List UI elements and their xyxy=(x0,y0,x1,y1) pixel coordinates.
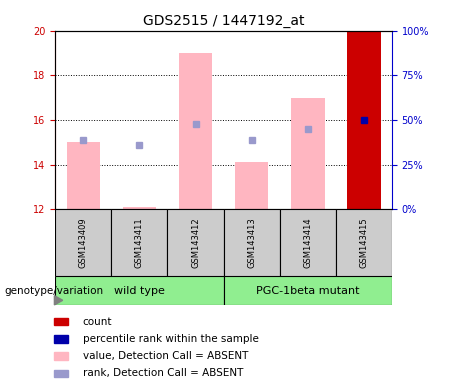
Bar xyxy=(54,335,68,343)
Bar xyxy=(112,209,167,276)
Text: genotype/variation: genotype/variation xyxy=(5,286,104,296)
Bar xyxy=(54,318,68,326)
Text: GSM143415: GSM143415 xyxy=(359,218,368,268)
Text: count: count xyxy=(83,317,112,327)
Bar xyxy=(66,142,100,209)
Bar xyxy=(123,207,156,209)
Text: value, Detection Call = ABSENT: value, Detection Call = ABSENT xyxy=(83,351,248,361)
Bar xyxy=(54,369,68,377)
Title: GDS2515 / 1447192_at: GDS2515 / 1447192_at xyxy=(143,14,304,28)
Text: percentile rank within the sample: percentile rank within the sample xyxy=(83,334,259,344)
Text: rank, Detection Call = ABSENT: rank, Detection Call = ABSENT xyxy=(83,368,243,378)
Bar xyxy=(235,162,268,209)
Polygon shape xyxy=(54,296,63,305)
Bar xyxy=(336,209,392,276)
Text: wild type: wild type xyxy=(114,286,165,296)
Bar xyxy=(167,209,224,276)
Bar xyxy=(224,209,280,276)
Bar xyxy=(55,276,224,305)
Bar xyxy=(280,209,336,276)
Bar xyxy=(291,98,325,209)
Text: GSM143412: GSM143412 xyxy=(191,218,200,268)
Text: GSM143413: GSM143413 xyxy=(247,217,256,268)
Text: PGC-1beta mutant: PGC-1beta mutant xyxy=(256,286,360,296)
Bar xyxy=(224,276,392,305)
Bar xyxy=(54,353,68,359)
Bar xyxy=(347,31,381,209)
Text: GSM143411: GSM143411 xyxy=(135,218,144,268)
Text: GSM143414: GSM143414 xyxy=(303,218,312,268)
Bar xyxy=(179,53,213,209)
Bar xyxy=(55,209,112,276)
Text: GSM143409: GSM143409 xyxy=(79,218,88,268)
